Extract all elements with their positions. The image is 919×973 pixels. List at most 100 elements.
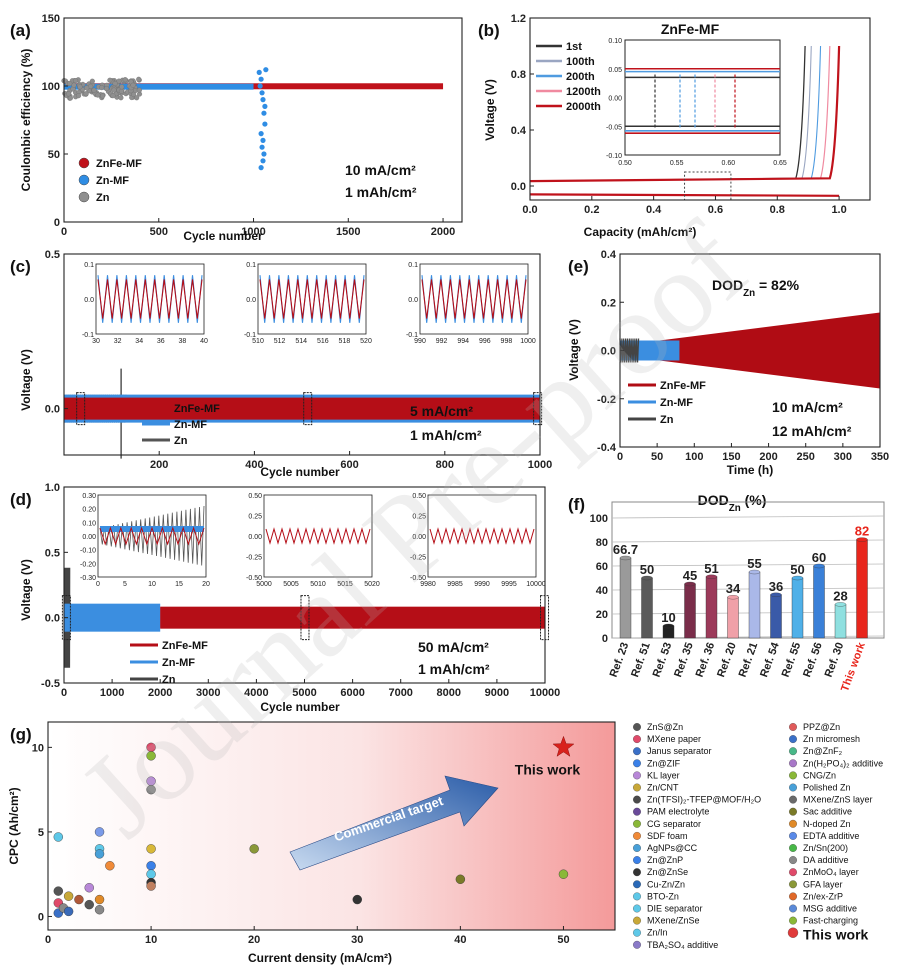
panel-e-y-tick-label: 0.0	[601, 346, 616, 358]
panel-d-inset-frame	[427, 494, 537, 578]
legend-marker	[633, 831, 641, 840]
panel-d-inset-y-tick-label: -0.50	[410, 575, 426, 582]
panel-c-inset-y-tick-label: 0.1	[246, 262, 256, 269]
panel-g-background	[48, 722, 615, 930]
panel-b-x-tick-label: 0.8	[770, 204, 785, 216]
legend-marker	[789, 916, 797, 925]
charge-curve	[529, 45, 806, 182]
panel-d-inset-y-tick-label: 0.25	[248, 514, 262, 521]
panel-a-x-tick-label: 1500	[336, 226, 360, 238]
zn-mf-failure-point	[256, 69, 262, 75]
panel-b-label: (b)	[478, 21, 500, 40]
zn-mf-failure-point	[258, 165, 264, 171]
panel-g-x-tick-label: 40	[454, 934, 466, 946]
panel-d-x-tick-label: 0	[61, 687, 67, 699]
panel-a-y-tick-label: 0	[54, 217, 60, 229]
inset-x-tick-label: 0.60	[722, 160, 736, 167]
legend-marker	[78, 191, 90, 203]
panel-a-y-tick-label: 50	[48, 149, 60, 161]
zn-cycle-point	[116, 78, 122, 84]
panel-b-y-tick-label: 1.2	[511, 13, 526, 25]
zn-cycle-point	[119, 84, 125, 90]
legend-marker	[789, 783, 797, 792]
charge-curve	[529, 45, 831, 182]
legend-label: Zn@ZnSe	[647, 867, 688, 877]
zoom-marker	[303, 392, 313, 426]
legend-label: SDF foam	[647, 831, 688, 841]
zoom-marker	[76, 392, 86, 426]
legend-label: MXene/ZnSe	[647, 916, 700, 926]
legend-marker	[633, 904, 641, 913]
panel-g-x-tick-label: 0	[45, 934, 51, 946]
panel-b-y-tick-label: 0.0	[511, 181, 526, 193]
panel-e-x-tick-label: 50	[651, 451, 663, 463]
inset-y-tick-label: -0.10	[606, 153, 622, 160]
legend-label: ZnFe-MF	[96, 158, 142, 170]
bar-ref-55	[791, 577, 804, 639]
zn-cycle-point	[111, 87, 117, 93]
legend-marker	[633, 819, 641, 828]
legend-marker	[789, 723, 797, 731]
legend-marker	[789, 771, 797, 780]
zoom-marker	[540, 595, 550, 641]
panel-a-xlabel: Cycle number	[183, 229, 263, 243]
panel-d-inset-y-tick-label: 0.10	[82, 520, 96, 527]
legend-marker	[789, 759, 797, 768]
legend-marker	[633, 723, 641, 731]
this-work-star	[552, 735, 575, 757]
panel-d-inset-x-tick-label: 9980	[420, 581, 436, 588]
panel-d-inset-y-tick-label: 0.25	[412, 514, 426, 521]
panel-d-inset-x-tick-label: 10000	[526, 581, 546, 588]
panel-c-inset-y-tick-label: -0.1	[82, 332, 94, 339]
panel-d-inset-y-tick-label: -0.10	[80, 548, 96, 555]
panel-c-inset-x-tick-label: 520	[360, 338, 372, 345]
zn-mf-failure-point	[260, 158, 266, 164]
panel-a-y-tick-label: 150	[42, 13, 60, 25]
zn-cycle-point	[122, 77, 128, 83]
panel-d-y-tick-label: 1.0	[45, 482, 60, 494]
zn-cycle-point	[100, 93, 106, 99]
zn-mf-failure-point	[261, 151, 267, 157]
panel-d-current-density: 50 mA/cm²	[418, 639, 489, 655]
panel-g-y-tick-label: 10	[32, 742, 44, 754]
panel-c-inset-x-tick-label: 512	[274, 338, 286, 345]
panel-d-inset-x-tick-label: 5000	[256, 581, 272, 588]
panel-d-inset-x-tick-label: 5	[123, 581, 127, 588]
legend-label: PPZ@Zn	[803, 722, 840, 732]
panel-d-y-tick-label: -0.5	[41, 678, 60, 690]
panel-c-inset-x-tick-label: 34	[135, 338, 143, 345]
panel-d-inset-x-tick-label: 5005	[283, 581, 299, 588]
literature-point	[146, 881, 156, 891]
bar-value-label: 82	[855, 524, 869, 539]
zn-cycle-point	[136, 87, 142, 93]
commercial-target-arrow	[289, 775, 499, 871]
legend-label: Zn@ZIF	[647, 758, 681, 768]
zn-cycle-point	[73, 78, 79, 84]
panel-d-x-tick-label: 9000	[485, 687, 509, 699]
panel-e-dod: DODZn = 82%	[712, 277, 800, 299]
panel-e-x-tick-label: 150	[722, 451, 740, 463]
legend-marker	[789, 880, 797, 889]
panel-c-inset-y-tick-label: -0.1	[244, 332, 256, 339]
literature-point	[74, 894, 84, 905]
panel-c-inset-y-tick-label: 0.0	[408, 297, 418, 304]
bar-value-label: 50	[640, 562, 654, 577]
panel-c-inset-y-tick-label: 0.1	[408, 262, 418, 269]
panel-c-inset-x-tick-label: 1000	[520, 338, 536, 345]
panel-d-inset-x-tick-label: 9990	[474, 581, 490, 588]
bar-ref-23	[619, 557, 632, 639]
legend-label: Zn	[660, 414, 674, 426]
bar-ref-36	[705, 576, 718, 639]
panel-a-label: (a)	[10, 21, 31, 40]
bar-category-label: Ref. 23	[608, 641, 632, 679]
panel-e-current-density: 10 mA/cm²	[772, 399, 843, 415]
legend-label: MXene/ZnS layer	[803, 795, 873, 805]
panel-d-inset-x-tick-label: 9995	[501, 581, 517, 588]
legend-label: ZnFe-MF	[162, 640, 208, 652]
panel-c-inset-x-tick-label: 990	[414, 338, 426, 345]
panel-c-inset-znfe-mf-trace	[421, 279, 527, 319]
legend-label: KL layer	[647, 770, 680, 780]
panel-d-inset-y-tick-label: 0.50	[412, 493, 426, 500]
panel-d-x-tick-label: 6000	[340, 687, 364, 699]
